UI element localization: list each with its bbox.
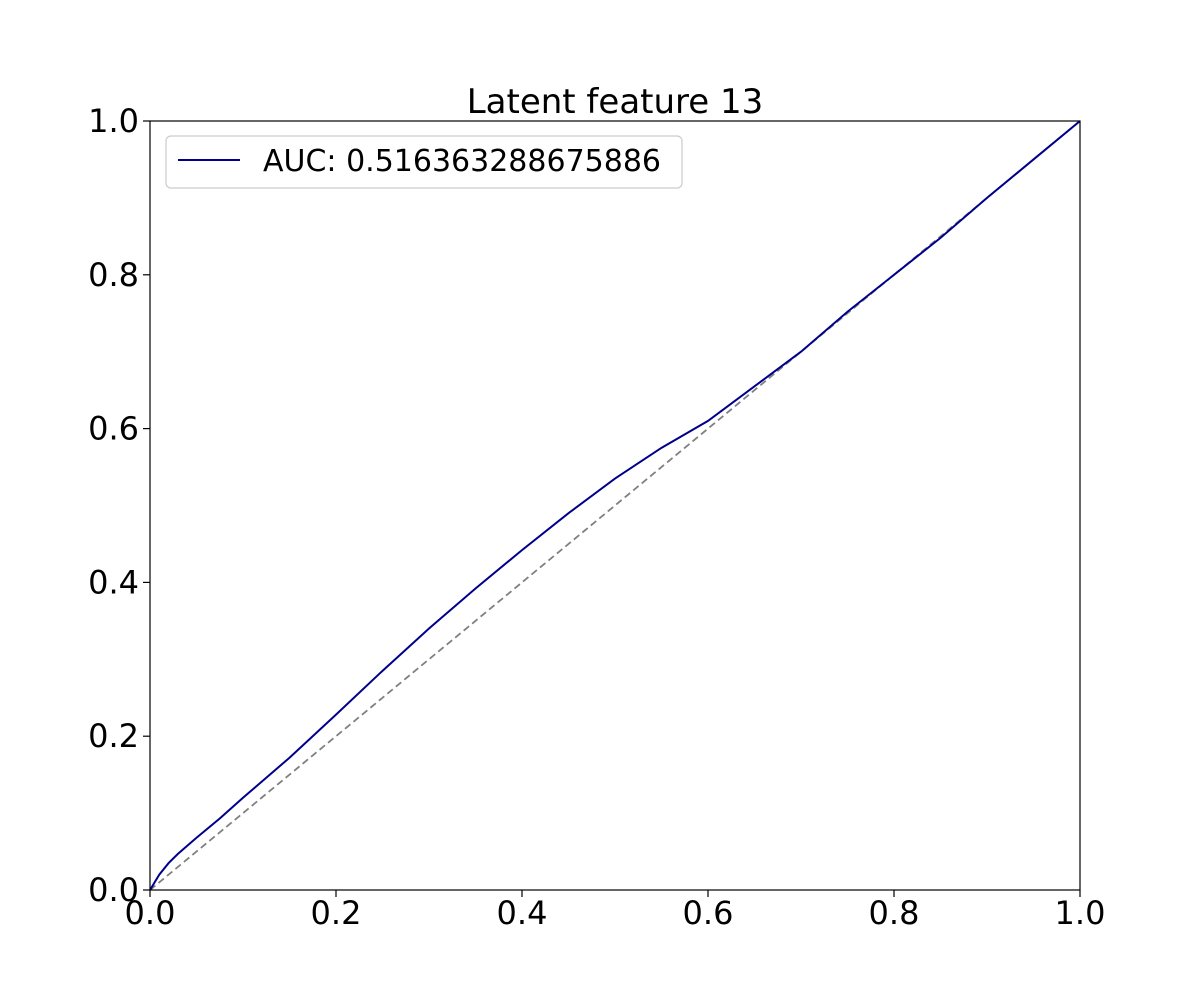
y-tick-label: 0.4 [88, 563, 139, 601]
chart-title: Latent feature 13 [467, 82, 764, 122]
x-tick-label: 0.6 [683, 894, 734, 932]
x-tick-label: 0.0 [125, 894, 176, 932]
y-tick-label: 0.6 [88, 410, 139, 448]
series-layer [149, 120, 1081, 891]
legend-box [165, 135, 683, 189]
legend-label: AUC: 0.516363288675886 [263, 144, 661, 179]
roc-curve-line [149, 120, 1081, 891]
axes-layer: 0.0 0.2 0.4 0.6 0.8 1.0 0.0 0.2 0.4 0.6 0.8 1.0 [88, 102, 1105, 932]
legend: AUC: 0.516363288675886 [165, 135, 683, 189]
x-tick-label: 0.2 [311, 894, 362, 932]
y-tick-label: 0.2 [88, 717, 139, 755]
y-tick-label: 1.0 [88, 102, 139, 140]
x-tick-label: 1.0 [1055, 894, 1106, 932]
y-tick-label: 0.0 [88, 871, 139, 909]
x-tick-label: 0.8 [869, 894, 920, 932]
y-tick-label: 0.8 [88, 256, 139, 294]
x-tick-label: 0.4 [497, 894, 548, 932]
plot-frame [149, 120, 1081, 891]
